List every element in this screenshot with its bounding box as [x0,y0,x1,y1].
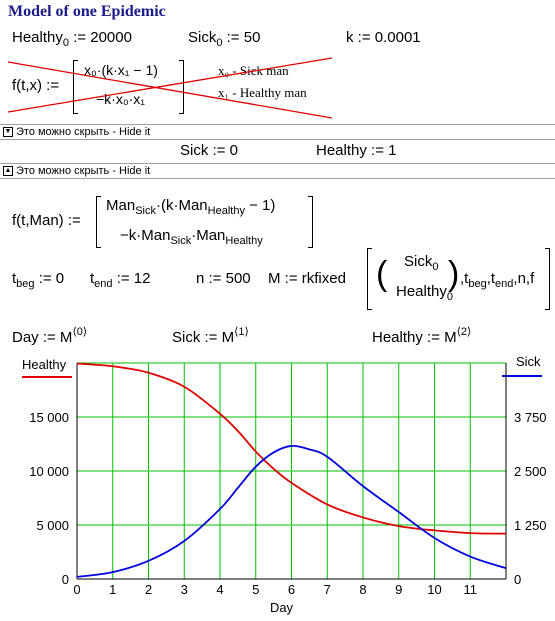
sick-index-definition[interactable]: Sick := 0 [180,142,238,159]
x-axis-label: Day [270,600,294,615]
region-rule-top-2 [0,163,555,164]
expanded-region-toggle[interactable]: ▲ Это можно скрыть - Hide it [3,165,151,177]
series-line-sick [76,444,507,578]
n-definition[interactable]: n := 500 [196,270,251,287]
collapse-arrow-icon[interactable]: ▲ [3,166,13,176]
rkfixed-vector-healthy0: Healthy0 [396,283,453,303]
x-tick-label: 6 [288,582,295,597]
f-definition-lhs: f(t,Man) := [12,212,81,229]
left-tick-label: 10 000 [29,464,69,479]
f-matrix-right-bracket [308,196,313,248]
region-rule-top [0,124,555,125]
x-tick-label: 7 [324,582,331,597]
rkfixed-outer-bracket-right [545,248,550,310]
x-tick-label: 5 [252,582,259,597]
rkfixed-vector-sick0: Sick0 [404,253,439,273]
right-tick-label: 3 750 [514,410,547,425]
healthy-index-definition[interactable]: Healthy := 1 [316,142,397,159]
right-tick-label: 0 [514,572,521,587]
rkfixed-outer-bracket-left [367,248,372,310]
left-tick-label: 15 000 [29,410,69,425]
strike-through-cross [7,57,333,119]
x-tick-label: 4 [216,582,223,597]
worksheet-title: Model of one Epidemic [8,3,166,20]
x-tick-label: 10 [427,582,441,597]
note-healthy-man: x₁ - Healthy man [218,85,307,100]
left-tick-label: 0 [62,572,69,587]
healthy-column-definition[interactable]: Healthy := M⟨2⟩ [372,326,472,346]
f-matrix-row2: −k·ManSick·ManHealthy [120,227,263,247]
crossed-matrix-row1: x₀·(k·x₁ − 1) [84,62,158,78]
right-tick-label: 1 250 [514,518,547,533]
x-tick-label: 3 [181,582,188,597]
healthy0-definition[interactable]: Healthy0 := 20000 [12,29,132,49]
legend-sick-line [502,375,542,377]
day-column-definition[interactable]: Day := M⟨0⟩ [12,326,88,346]
collapsed-region-toggle[interactable]: ▼ Это можно скрыть - Hide it [3,126,151,138]
x-tick-label: 2 [145,582,152,597]
f-matrix-row1: ManSick·(k·ManHealthy − 1) [106,197,276,217]
crossed-matrix-right-bracket [179,60,184,114]
rkfixed-inner-paren-left: ( [376,255,388,293]
tbeg-definition[interactable]: tbeg := 0 [12,270,65,290]
region-rule-bottom-2 [0,178,555,179]
legend-sick-label: Sick [516,354,541,369]
x-tick-label: 8 [359,582,366,597]
series-line-healthy [76,362,507,535]
epidemic-chart[interactable]: 0 1 2 3 4 5 6 7 8 9 10 11 0 5 000 10 000 15 000 0 1 250 2 … [0,350,555,621]
x-tick-label: 1 [109,582,116,597]
k-definition[interactable]: k := 0.0001 [346,29,421,46]
legend-healthy-line [22,376,72,378]
rkfixed-call[interactable]: M := rkfixed [268,270,346,287]
x-tick-label: 9 [395,582,402,597]
x-tick-label: 0 [73,582,80,597]
left-tick-label: 5 000 [36,518,69,533]
f-matrix-left-bracket [96,196,101,248]
legend-healthy-label: Healthy [22,357,67,372]
expand-arrow-icon[interactable]: ▼ [3,127,13,137]
crossed-f-lhs: f(t,x) := [12,77,60,94]
rkfixed-inner-paren-right: ) [448,255,460,293]
sick0-definition[interactable]: Sick0 := 50 [188,29,261,49]
sick-column-definition[interactable]: Sick := M⟨1⟩ [172,326,249,346]
region-rule-bottom [0,139,555,140]
crossed-matrix-left-bracket [73,60,78,114]
tend-definition[interactable]: tend := 12 [90,270,151,290]
rkfixed-args: ,tbeg,tend,n,f [460,270,535,290]
right-tick-label: 2 500 [514,464,547,479]
x-tick-label: 11 [464,582,478,597]
